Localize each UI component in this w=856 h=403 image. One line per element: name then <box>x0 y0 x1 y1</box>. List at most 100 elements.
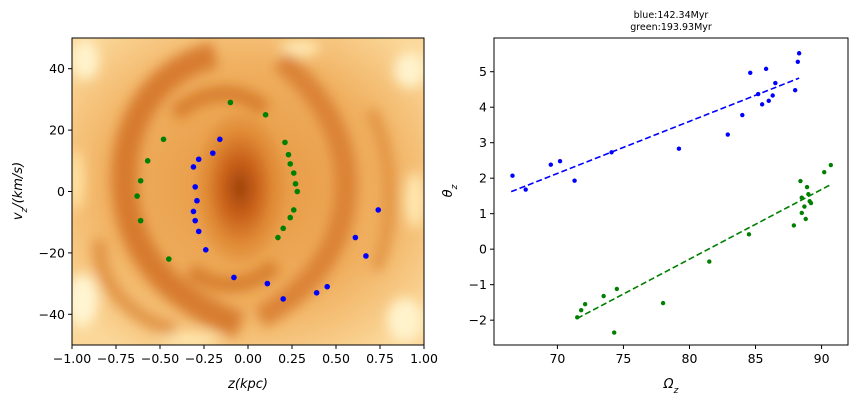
green-point <box>282 139 288 146</box>
left-x-tick-label: 0.00 <box>234 351 262 366</box>
green-point <box>262 111 269 118</box>
blue-point <box>725 132 730 137</box>
blue-point <box>190 208 197 215</box>
right-y-tick-label: 4 <box>479 100 487 115</box>
green-point <box>582 301 588 307</box>
blue-point <box>363 253 369 259</box>
right-y-tick-label: 1 <box>479 206 487 221</box>
blue-point <box>759 102 765 107</box>
green-point <box>275 234 281 241</box>
green-point <box>707 259 712 264</box>
right-y-tick-label: 2 <box>479 171 487 186</box>
green-point <box>287 214 294 221</box>
blue-point <box>523 187 528 192</box>
blue-point <box>313 290 320 296</box>
blue-point <box>548 162 553 167</box>
green-point <box>660 300 666 306</box>
blue-point <box>231 274 237 281</box>
blue-point <box>190 164 197 170</box>
green-point <box>828 162 834 168</box>
left-y-tick-label: −40 <box>39 307 65 322</box>
green-point <box>601 293 606 299</box>
blue-point <box>324 283 331 290</box>
green-point <box>791 223 797 228</box>
left-scatter <box>134 99 382 302</box>
right-y-tick-label: −2 <box>469 313 487 328</box>
heatmap-core <box>192 108 288 268</box>
left-y-tick-label: 20 <box>49 123 65 138</box>
blue-point <box>609 150 614 155</box>
right-scatter <box>510 51 834 335</box>
blue-fit-line <box>510 77 800 193</box>
green-point <box>799 210 804 216</box>
green-point <box>612 330 617 335</box>
green-point <box>227 99 234 106</box>
blue-point <box>557 158 563 164</box>
right-panel: blue:142.34Myr green:193.93Myr 70 75 80 85 9… <box>441 10 849 396</box>
right-y-tick-label: 3 <box>479 135 487 150</box>
left-panel: −1.00 −0.75 −0.50 −0.25 0.00 0.25 0.50 0.75 1.00… <box>11 37 438 392</box>
green-point <box>166 256 172 262</box>
chart-title-line-2: green:193.93Myr <box>630 22 712 33</box>
green-point <box>137 217 144 224</box>
green-point <box>285 151 292 158</box>
heatmap-image <box>72 38 424 345</box>
left-x-tick-label: −0.75 <box>97 351 135 366</box>
right-y-tick-label: 0 <box>479 242 487 257</box>
green-fit-line <box>576 183 832 320</box>
right-y-axis-ticks: −2 −1 0 1 2 3 4 5 <box>469 64 494 328</box>
green-point <box>280 225 287 232</box>
right-y-axis-label: θz <box>441 184 460 197</box>
green-point <box>746 232 752 237</box>
blue-point <box>202 247 209 253</box>
right-x-tick-label: 85 <box>748 351 764 366</box>
right-axes-frame <box>493 37 849 346</box>
blue-point <box>280 296 287 302</box>
blue-point <box>352 234 359 241</box>
blue-point <box>194 197 200 204</box>
left-x-tick-label: 0.50 <box>322 351 350 366</box>
green-point <box>160 136 167 143</box>
green-point <box>292 181 299 187</box>
blue-point <box>510 173 515 178</box>
green-point <box>144 158 151 164</box>
right-x-tick-label: 75 <box>615 351 631 366</box>
green-point <box>798 178 803 184</box>
right-x-tick-label: 70 <box>549 351 565 366</box>
left-x-tick-label: 1.00 <box>410 351 438 366</box>
blue-point <box>572 178 577 183</box>
green-point <box>578 308 584 313</box>
right-x-tick-label: 90 <box>814 351 830 366</box>
left-x-tick-label: 0.25 <box>278 351 306 366</box>
blue-point <box>773 80 778 86</box>
green-point <box>806 191 811 197</box>
blue-point <box>740 112 745 118</box>
right-y-tick-label: −1 <box>469 277 487 292</box>
right-x-axis-label: Ωz <box>663 377 679 396</box>
left-y-axis-label: vz/(km/s) <box>11 162 30 220</box>
left-y-axis-ticks: −40 −20 0 20 40 <box>39 61 72 322</box>
blue-point <box>192 184 198 190</box>
blue-point <box>763 66 769 72</box>
blue-point <box>748 70 753 75</box>
right-x-axis-ticks: 70 75 80 85 90 <box>549 345 830 366</box>
left-x-axis-label: z(kpc) <box>227 377 268 392</box>
blue-point <box>676 146 682 151</box>
green-point <box>290 207 297 213</box>
left-x-axis-ticks: −1.00 −0.75 −0.50 −0.25 0.00 0.25 0.50 0.75 1.00 <box>53 345 438 366</box>
blue-point <box>770 93 775 98</box>
green-point <box>287 161 294 167</box>
green-point <box>294 188 301 195</box>
left-x-tick-label: −0.25 <box>185 351 223 366</box>
left-x-tick-label: −0.50 <box>141 351 179 366</box>
left-y-tick-label: 40 <box>49 61 65 76</box>
green-point <box>290 170 297 176</box>
green-point <box>803 216 808 222</box>
green-point <box>804 184 810 190</box>
blue-point <box>192 217 198 224</box>
green-point <box>802 204 807 209</box>
blue-point <box>210 150 216 156</box>
green-point <box>614 286 620 292</box>
chart-title-line-1: blue:142.34Myr <box>634 10 709 21</box>
